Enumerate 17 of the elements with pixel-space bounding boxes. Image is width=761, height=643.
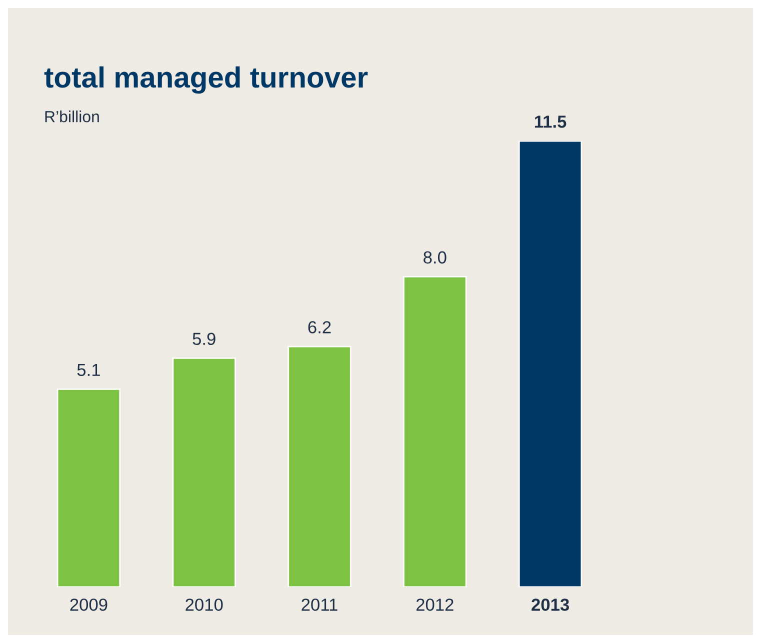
bar <box>403 276 467 587</box>
data-label: 8.0 <box>424 251 446 264</box>
x-tick-label: 2009 <box>70 598 108 611</box>
chart-subtitle: R’billion <box>45 110 99 122</box>
x-tick-label: 2012 <box>416 598 454 611</box>
x-tick-label: 2011 <box>302 598 338 611</box>
data-label: 5.9 <box>192 332 216 346</box>
data-label: 5.1 <box>77 364 100 376</box>
data-label: 6.2 <box>308 321 331 334</box>
bar <box>172 357 236 587</box>
chart-title: total managed turnover <box>44 66 368 94</box>
x-tick-label: 2010 <box>186 598 223 611</box>
bar <box>288 346 352 587</box>
x-tick-label: 2013 <box>532 598 569 611</box>
bar <box>56 388 121 587</box>
data-label: 11.5 <box>534 116 566 128</box>
bar <box>518 141 582 587</box>
